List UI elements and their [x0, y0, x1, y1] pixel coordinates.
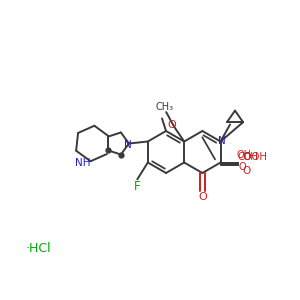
Text: F: F: [134, 180, 141, 193]
Text: OH: OH: [237, 151, 252, 160]
Text: OH: OH: [242, 152, 258, 161]
Text: O: O: [242, 166, 250, 176]
Text: COOH: COOH: [238, 152, 267, 163]
Text: O: O: [198, 192, 207, 202]
Text: N: N: [124, 140, 132, 149]
Text: O: O: [238, 161, 246, 172]
Text: ·HCl: ·HCl: [25, 242, 51, 254]
Text: NH: NH: [75, 158, 90, 168]
Text: O: O: [168, 120, 177, 130]
Text: N: N: [218, 136, 225, 146]
Text: CH₃: CH₃: [155, 102, 173, 112]
